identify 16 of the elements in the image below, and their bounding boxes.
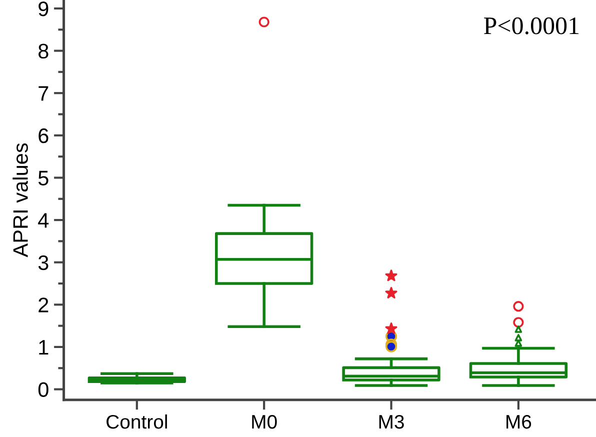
y-tick-label: 9 [38,1,48,16]
y-tick-label: 1 [39,340,48,355]
y-tick-label: 2 [38,298,48,312]
y-tick-label: 8 [38,44,48,59]
y-tick-label: 7 [38,86,48,101]
y-axis-title: APRI values [12,143,28,258]
annotation: P<0.0001 [484,17,579,34]
x-tick-label: Control [106,414,167,429]
y-tick-label: 6 [38,128,48,144]
y-tick-label: 5 [38,170,48,186]
y-tick-label: 0 [38,382,48,398]
x-tick-label: M3 [379,414,404,429]
x-tick-label: M0 [252,414,277,429]
y-tick-label: 3 [38,255,48,270]
y-tick-label: 4 [38,213,49,228]
x-tick-label: M6 [506,414,532,429]
